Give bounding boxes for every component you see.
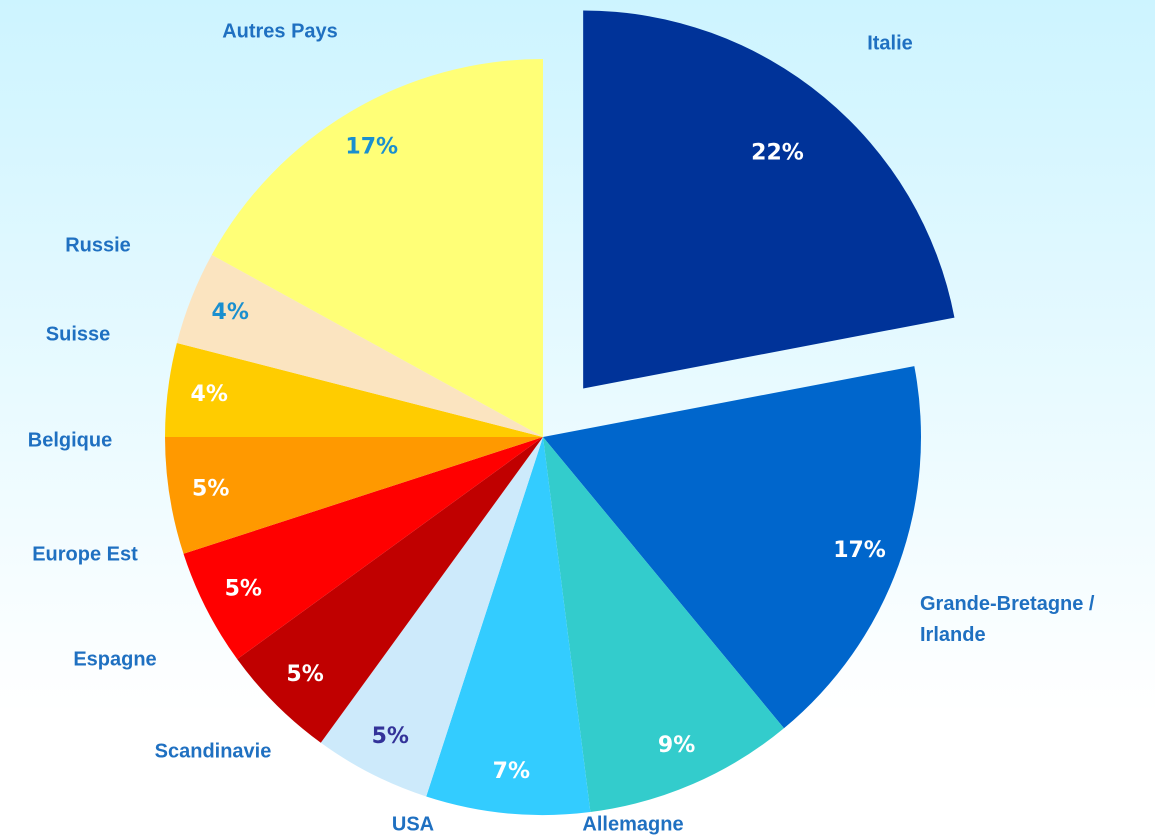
category-label: Allemagne — [582, 813, 684, 836]
pie-slice — [543, 366, 921, 729]
category-label: Scandinavie — [154, 740, 272, 763]
data-label: 5% — [192, 477, 229, 502]
category-label: Russie — [65, 234, 131, 257]
category-label: Autres Pays — [222, 20, 338, 43]
data-label: 5% — [225, 577, 262, 602]
pie-slice — [426, 437, 591, 815]
data-label: 17% — [833, 538, 886, 563]
pie-slice — [237, 437, 543, 743]
pie-slice — [183, 437, 543, 660]
pie-slice — [165, 437, 543, 554]
category-label: Grande-Bretagne / Irlande — [920, 593, 1095, 646]
data-label: 9% — [658, 733, 695, 758]
data-label: 4% — [191, 382, 228, 407]
data-label: 22% — [751, 141, 804, 166]
data-label: 5% — [286, 662, 323, 687]
category-label: Belgique — [27, 429, 113, 452]
data-label: 4% — [212, 300, 249, 325]
category-label: USA — [391, 813, 435, 836]
pie-slice — [543, 437, 784, 813]
pie-slice — [176, 254, 544, 437]
category-label: Italie — [867, 32, 913, 55]
pie-slice — [320, 437, 543, 797]
data-label: 5% — [372, 724, 409, 749]
pie-slice — [165, 342, 543, 437]
category-label: Europe Est — [32, 543, 138, 566]
data-label: 17% — [345, 134, 398, 159]
category-label: Suisse — [45, 323, 111, 346]
pie-slice — [583, 10, 955, 389]
category-label: Espagne — [73, 648, 157, 671]
pie-slice — [211, 59, 543, 437]
data-label: 7% — [493, 759, 530, 784]
